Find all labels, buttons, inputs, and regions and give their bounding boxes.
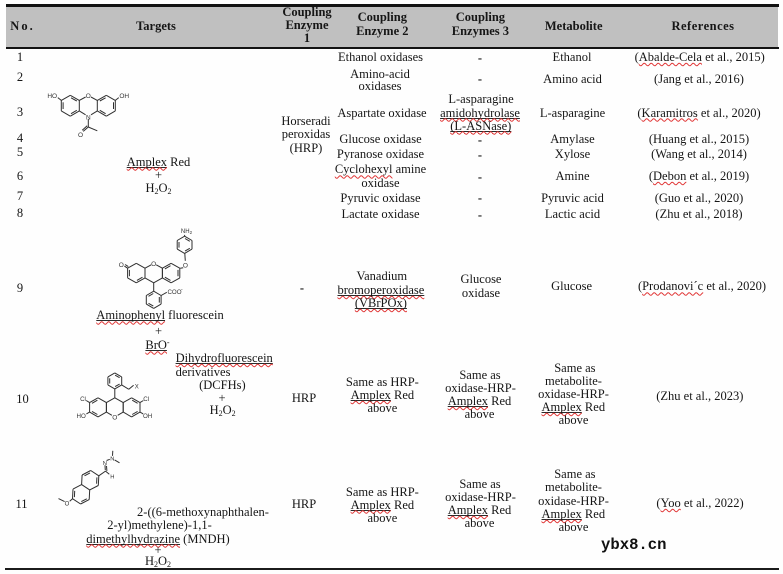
- svg-text:O: O: [112, 414, 117, 421]
- svg-text:Cl: Cl: [143, 396, 149, 403]
- svg-text:O: O: [78, 132, 83, 139]
- svg-text:OH: OH: [119, 93, 129, 100]
- svg-text:O: O: [86, 93, 91, 100]
- svg-text:NH2: NH2: [181, 229, 193, 235]
- svg-text:N: N: [110, 457, 114, 463]
- svg-text:-: -: [181, 287, 183, 293]
- svg-text:O: O: [183, 263, 188, 270]
- svg-text:H: H: [110, 475, 114, 481]
- svg-text:HO: HO: [47, 93, 57, 100]
- svg-text:HO: HO: [77, 413, 86, 420]
- svg-text:O: O: [119, 262, 124, 269]
- svg-text:COO: COO: [167, 289, 181, 296]
- svg-text:OH: OH: [143, 413, 152, 420]
- svg-text:N: N: [103, 461, 107, 467]
- svg-text:X: X: [135, 384, 139, 390]
- svg-text:N: N: [86, 115, 91, 122]
- svg-text:O: O: [151, 261, 156, 268]
- svg-text:O: O: [65, 502, 70, 508]
- svg-text:Cl: Cl: [80, 396, 86, 403]
